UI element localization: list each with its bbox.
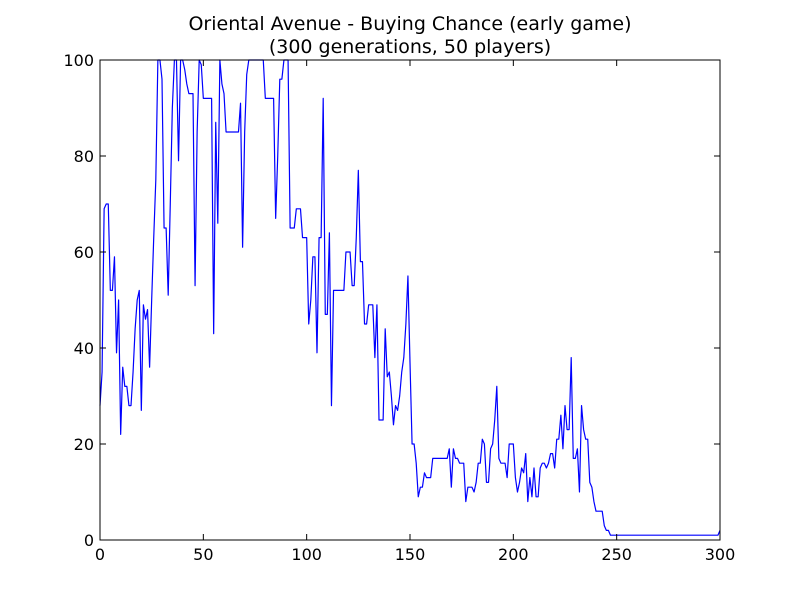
y-tick-label: 0: [84, 531, 94, 550]
x-tick-label: 200: [498, 545, 529, 564]
x-tick-label: 300: [705, 545, 736, 564]
x-tick-label: 250: [601, 545, 632, 564]
chart-subtitle: (300 generations, 50 players): [269, 36, 551, 58]
x-tick-label: 0: [95, 545, 105, 564]
y-tick-label: 60: [74, 243, 94, 262]
y-tick-label: 40: [74, 339, 94, 358]
x-tick-label: 50: [193, 545, 213, 564]
chart-title: Oriental Avenue - Buying Chance (early g…: [188, 13, 631, 35]
y-tick-label: 100: [63, 51, 94, 70]
y-tick-label: 80: [74, 147, 94, 166]
x-tick-label: 150: [395, 545, 426, 564]
x-tick-label: 100: [291, 545, 322, 564]
y-tick-label: 20: [74, 435, 94, 454]
data-line: [99, 59, 721, 536]
